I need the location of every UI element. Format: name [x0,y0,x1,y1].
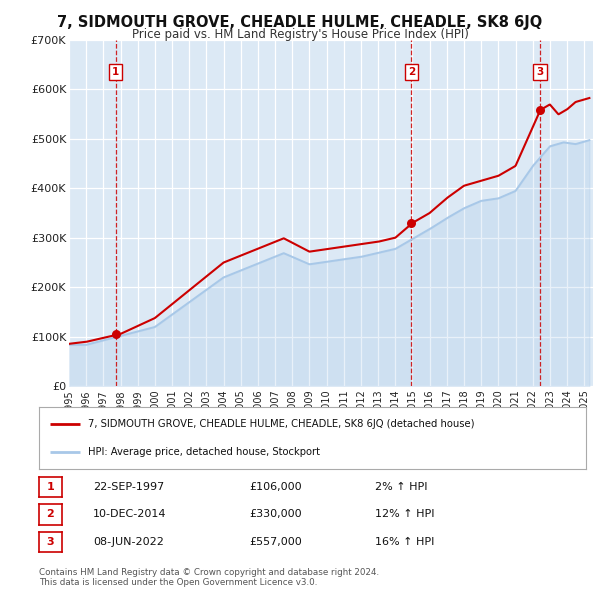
Text: 3: 3 [47,537,54,547]
Text: Price paid vs. HM Land Registry's House Price Index (HPI): Price paid vs. HM Land Registry's House … [131,28,469,41]
Text: 2: 2 [47,510,54,519]
Text: 22-SEP-1997: 22-SEP-1997 [93,482,164,491]
Text: 7, SIDMOUTH GROVE, CHEADLE HULME, CHEADLE, SK8 6JQ: 7, SIDMOUTH GROVE, CHEADLE HULME, CHEADL… [58,15,542,30]
Text: 1: 1 [112,67,119,77]
Text: £557,000: £557,000 [249,537,302,547]
Text: Contains HM Land Registry data © Crown copyright and database right 2024.
This d: Contains HM Land Registry data © Crown c… [39,568,379,587]
Text: 1: 1 [47,482,54,491]
Text: 3: 3 [536,67,544,77]
Text: 7, SIDMOUTH GROVE, CHEADLE HULME, CHEADLE, SK8 6JQ (detached house): 7, SIDMOUTH GROVE, CHEADLE HULME, CHEADL… [88,419,475,429]
Text: 10-DEC-2014: 10-DEC-2014 [93,510,167,519]
Text: 08-JUN-2022: 08-JUN-2022 [93,537,164,547]
Text: £330,000: £330,000 [249,510,302,519]
Text: 16% ↑ HPI: 16% ↑ HPI [375,537,434,547]
Text: 2% ↑ HPI: 2% ↑ HPI [375,482,427,491]
Text: 2: 2 [408,67,415,77]
Text: HPI: Average price, detached house, Stockport: HPI: Average price, detached house, Stoc… [88,447,320,457]
Text: 12% ↑ HPI: 12% ↑ HPI [375,510,434,519]
Text: £106,000: £106,000 [249,482,302,491]
